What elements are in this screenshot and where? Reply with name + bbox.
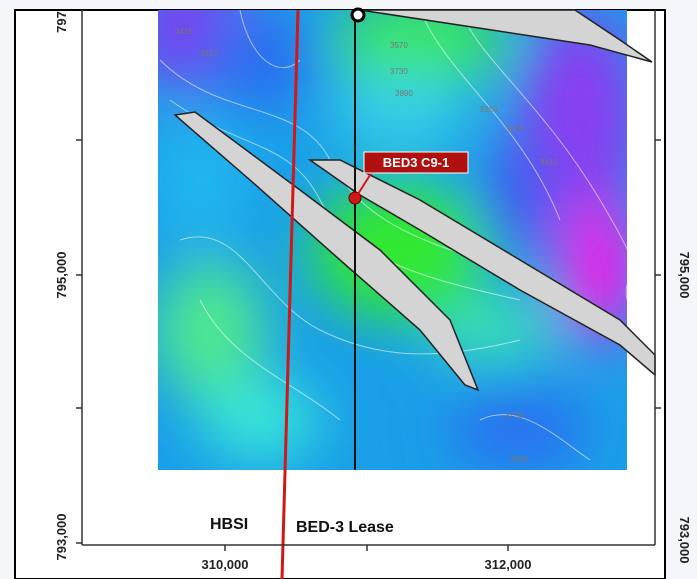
contour-surface: 3410 3410 3570 3730 3890 3250 3570 3410 … — [158, 10, 627, 470]
zone-label: HBSI — [210, 516, 248, 533]
surface-location — [350, 7, 366, 23]
axis-label: 793,000 — [677, 517, 692, 564]
contour-label: 3570 — [390, 41, 408, 50]
axis-label: 795,000 — [677, 252, 692, 299]
well-label: BED3 C9-1 — [383, 155, 449, 170]
contour-label: 3250 — [480, 105, 498, 114]
well-target — [348, 191, 362, 205]
axis-label: 795,000 — [54, 252, 69, 299]
contour-label: 3570 — [505, 125, 523, 134]
axis-label: 312,000 — [485, 557, 532, 572]
well-label-box — [363, 151, 469, 174]
axis-label: 793,000 — [54, 514, 69, 561]
lease-boundary — [280, 9, 300, 579]
fault — [173, 111, 480, 392]
axis-label: 797 — [54, 11, 69, 33]
contour-label: 3890 — [510, 455, 528, 464]
callout-line — [357, 171, 373, 195]
axis-label: 310,000 — [202, 557, 249, 572]
contour-label: 3410 — [175, 27, 193, 36]
contour-label: 3730 — [390, 67, 408, 76]
contour-label: 3410 — [200, 49, 218, 58]
zone-label: BED-3 Lease — [296, 519, 394, 536]
axes — [76, 10, 661, 551]
contour-label: 3890 — [395, 89, 413, 98]
contour-label: 3410 — [540, 158, 558, 167]
contour-label: 3730 — [505, 411, 523, 420]
fault — [359, 9, 653, 63]
